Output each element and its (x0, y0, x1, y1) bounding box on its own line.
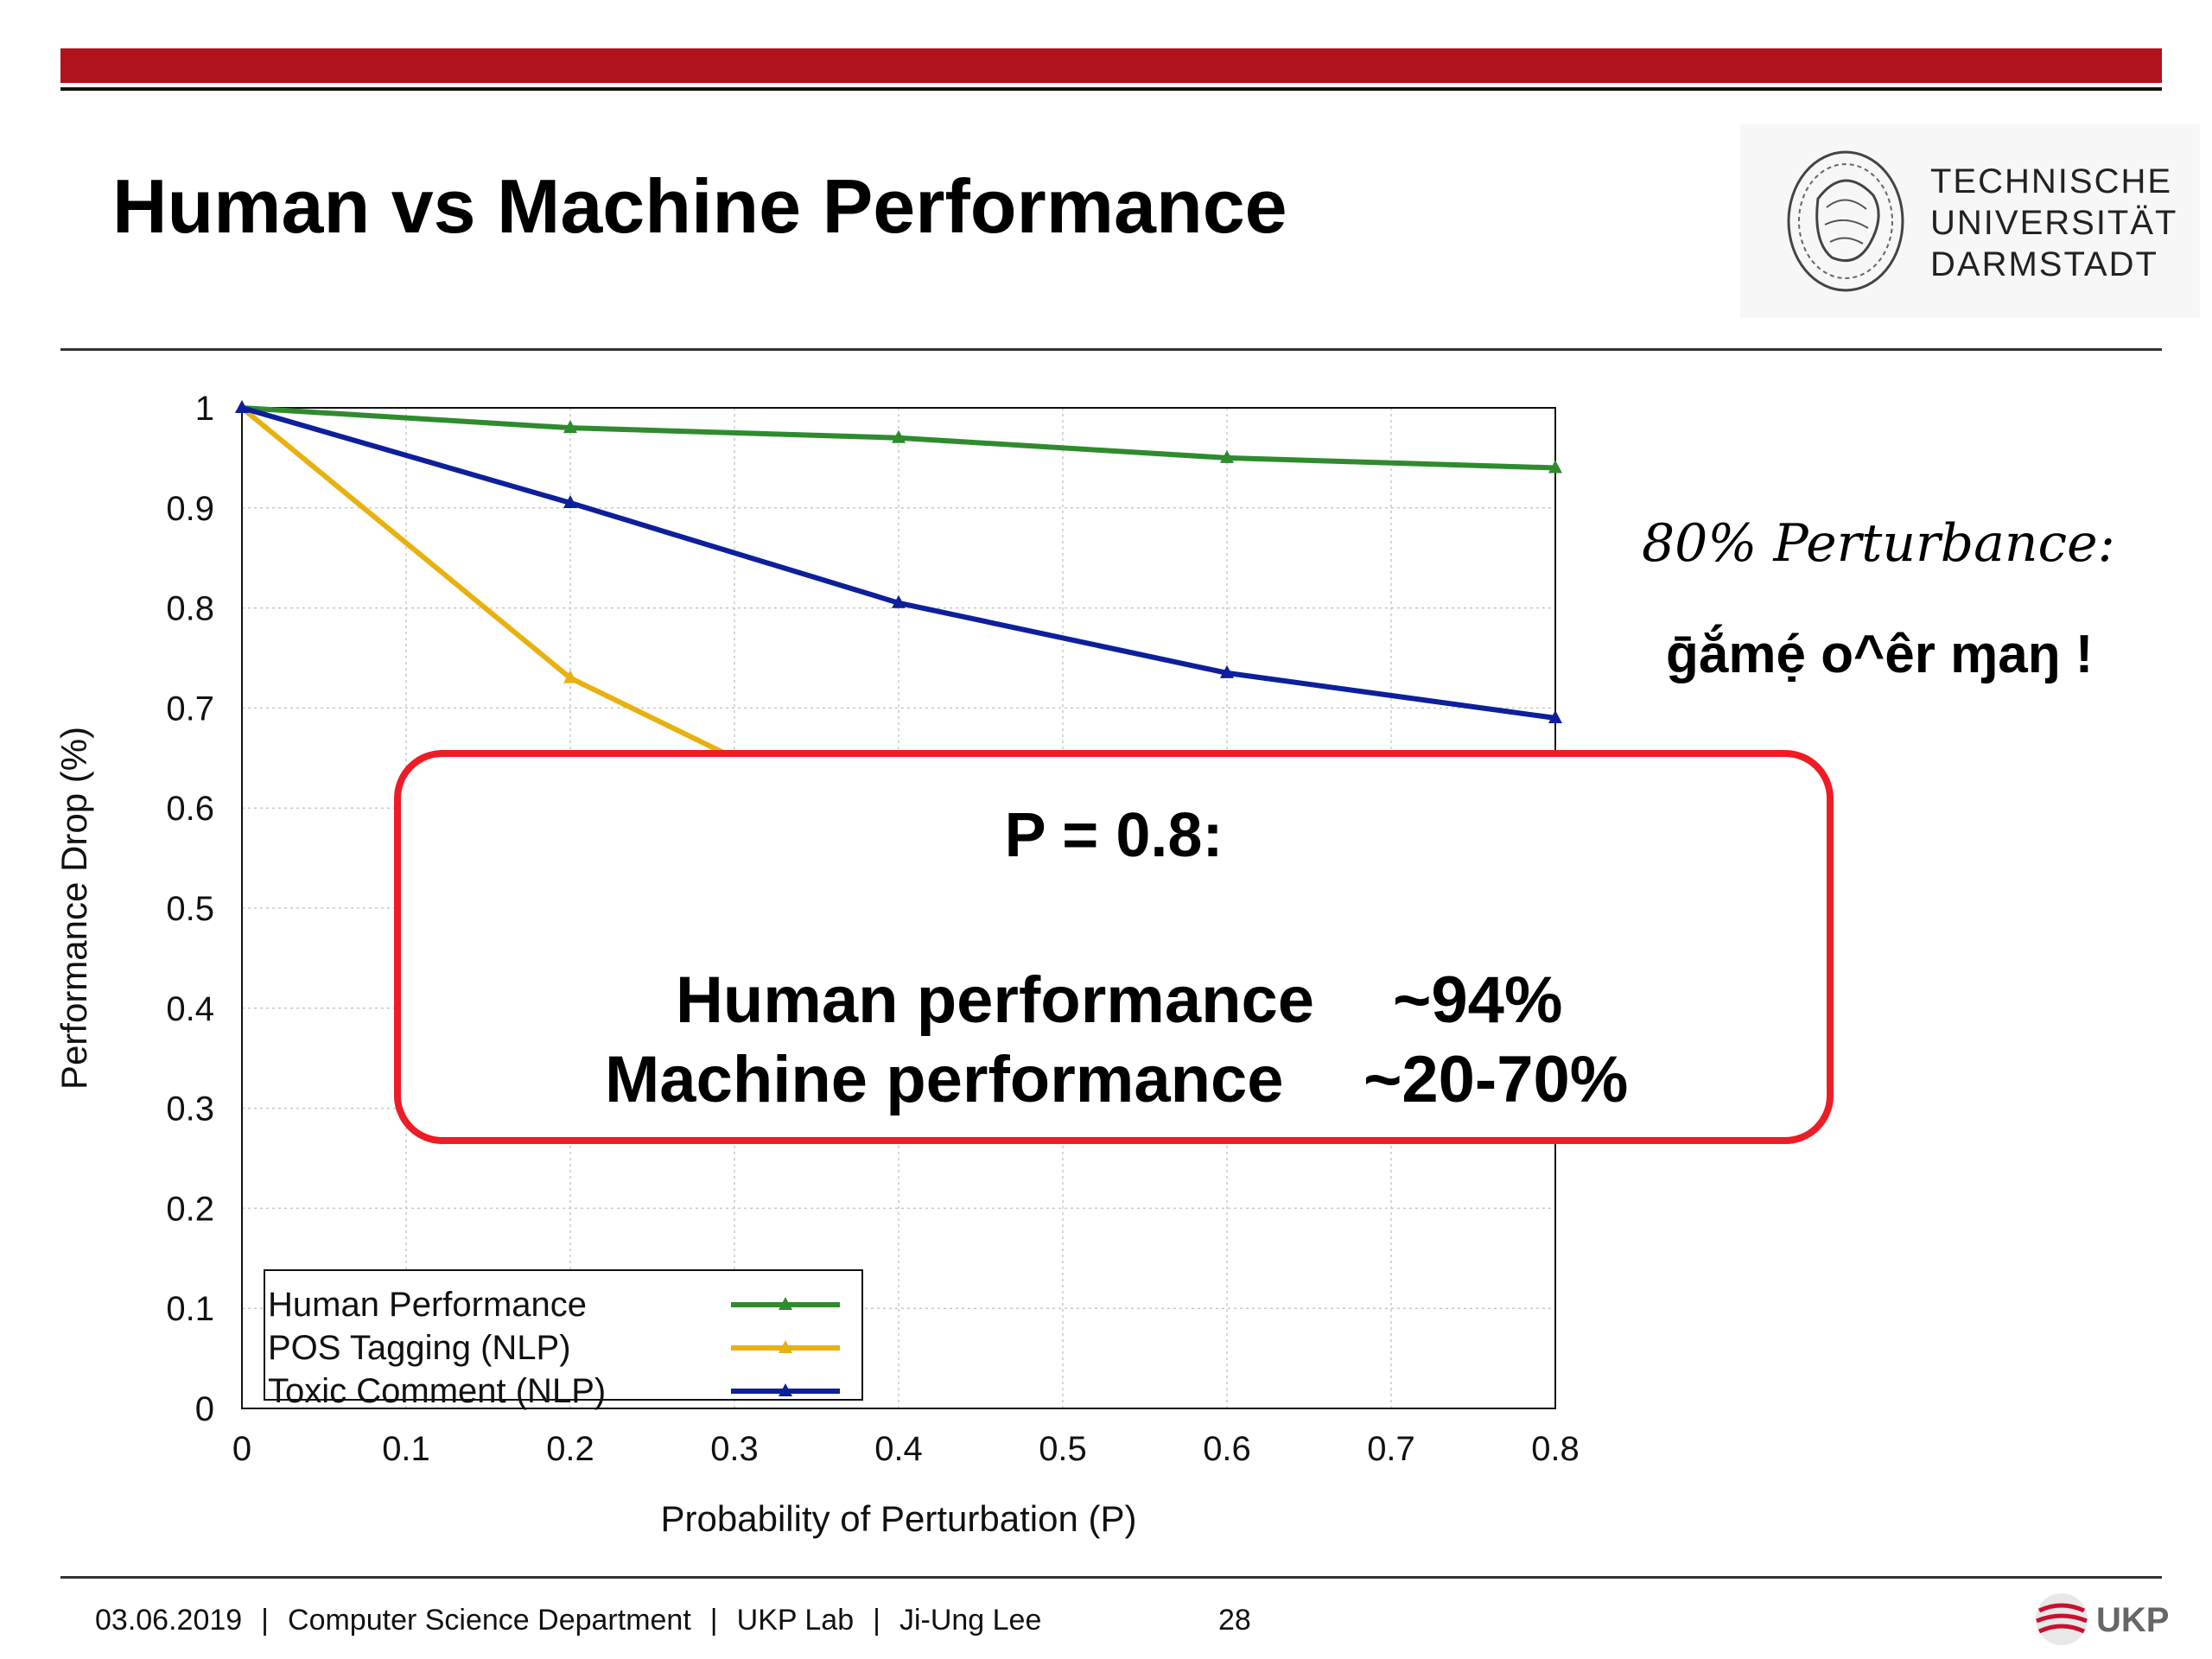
header-rule (60, 87, 2162, 91)
x-tick-label: 0.2 (546, 1430, 594, 1468)
title-rule (60, 348, 2162, 351)
y-tick-label: 0.8 (166, 590, 214, 628)
callout-human-value: ~94% (1393, 963, 1563, 1037)
data-point (563, 420, 577, 434)
logo-text: TECHNISCHE UNIVERSITÄT DARMSTADT (1930, 161, 2177, 285)
y-tick-label: 0.5 (166, 890, 214, 928)
legend-marker (779, 1340, 792, 1353)
legend-marker (779, 1383, 792, 1396)
legend-marker (779, 1297, 792, 1310)
slide-title: Human vs Machine Performance (112, 163, 1287, 249)
y-tick-label: 0.6 (166, 790, 214, 828)
data-point (563, 495, 577, 509)
y-tick-label: 0.9 (166, 490, 214, 528)
ukp-logo-text: UKP (2096, 1601, 2169, 1639)
y-tick-label: 0 (195, 1390, 214, 1428)
footer-separator: | (709, 1604, 718, 1637)
ukp-logo: UKP (2036, 1593, 2169, 1645)
callout-machine-value: ~20-70% (1363, 1043, 1629, 1116)
logo-line: DARMSTADT (1930, 245, 2158, 283)
data-point (892, 594, 906, 608)
y-tick-label: 0.1 (166, 1290, 214, 1328)
perturbed-text-example: ḡắmẹ́ o^êr ɱaŋ ! (1666, 625, 2094, 684)
x-tick-label: 0.5 (1039, 1430, 1087, 1468)
footer-lab: UKP Lab (736, 1604, 855, 1637)
callout-box: P = 0.8: Human performance ~94% Machine … (394, 750, 1834, 1144)
x-tick-label: 0.1 (382, 1430, 430, 1468)
callout-title: P = 0.8: (1004, 801, 1224, 870)
footer-separator: | (873, 1604, 880, 1637)
perturbance-note: 80% Perturbance: (1642, 513, 2115, 574)
logo-line: UNIVERSITÄT (1930, 204, 2178, 242)
y-tick-label: 0.7 (166, 690, 214, 728)
legend-label: POS Tagging (NLP) (268, 1329, 571, 1367)
y-tick-label: 1 (195, 390, 214, 428)
footer-date: 03.06.2019 (95, 1604, 243, 1637)
x-tick-label: 0.3 (710, 1430, 759, 1468)
data-point (563, 670, 577, 683)
legend-label: Toxic Comment (NLP) (268, 1372, 606, 1410)
legend-box (264, 1269, 863, 1401)
x-tick-label: 0.6 (1203, 1430, 1251, 1468)
footer-rule (60, 1576, 2162, 1579)
data-point (1220, 664, 1234, 678)
x-tick-label: 0.7 (1367, 1430, 1415, 1468)
callout-machine-label: Machine performance (605, 1043, 1284, 1116)
logo-line: TECHNISCHE (1930, 162, 2173, 200)
performance-line-chart: 0 0.1 0.2 0.3 0.4 0.5 0.6 0.7 0.8 0 0.1 0.2 0.3 0.4 0.… (54, 390, 1580, 1539)
y-tick-label: 0.3 (166, 1090, 214, 1128)
x-tick-label: 0.8 (1531, 1430, 1580, 1468)
footer-department: Computer Science Department (288, 1604, 691, 1637)
data-point (1548, 709, 1562, 723)
callout-human-label: Human performance (676, 963, 1315, 1037)
athena-seal-icon (1787, 150, 1904, 292)
data-point (235, 400, 249, 413)
data-point (892, 429, 906, 443)
page-number: 28 (1218, 1604, 1251, 1637)
y-axis-label: Performance Drop (%) (54, 727, 94, 1090)
x-axis-label: Probability of Perturbation (P) (661, 1498, 1137, 1539)
footer: 03.06.2019 | Computer Science Department | U… (95, 1604, 1041, 1637)
x-tick-label: 0.4 (874, 1430, 923, 1468)
x-tick-label: 0 (232, 1430, 251, 1468)
series-line (241, 405, 1556, 721)
data-point (1548, 460, 1562, 474)
footer-separator: | (261, 1604, 270, 1637)
legend-label: Human Performance (268, 1286, 587, 1324)
data-point (1220, 449, 1234, 463)
y-tick-label: 0.2 (166, 1190, 214, 1228)
y-tick-label: 0.4 (166, 990, 214, 1028)
footer-author: Ji-Ung Lee (899, 1604, 1042, 1637)
header-red-bar (60, 48, 2162, 83)
